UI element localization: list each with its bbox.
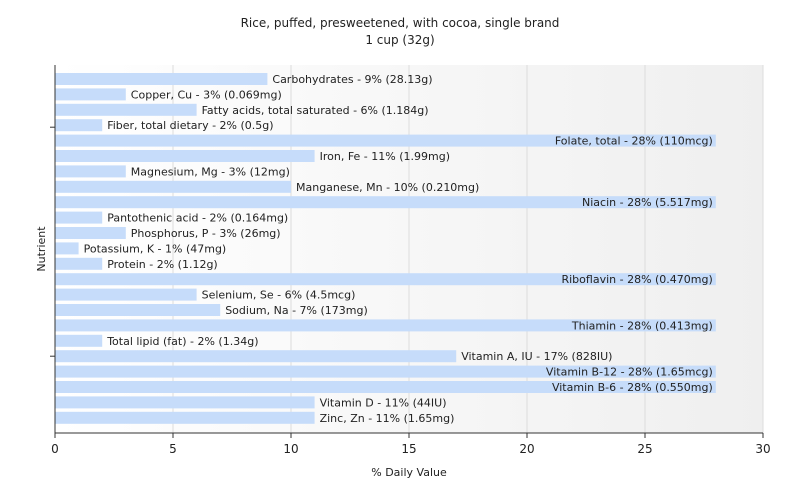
bar (55, 165, 126, 178)
bar (55, 365, 716, 378)
bar-label: Riboflavin - 28% (0.470mg) (561, 273, 712, 286)
bar-label: Potassium, K - 1% (47mg) (84, 242, 227, 255)
chart-title: Rice, puffed, presweetened, with cocoa, … (241, 16, 560, 30)
bar-label: Pantothenic acid - 2% (0.164mg) (107, 212, 288, 225)
bar (55, 119, 103, 132)
bar (55, 257, 103, 270)
bar-label: Zinc, Zn - 11% (1.65mg) (320, 412, 455, 425)
bar-label: Iron, Fe - 11% (1.99mg) (320, 150, 450, 163)
bar (55, 88, 126, 101)
bar (55, 73, 268, 85)
bar (55, 411, 315, 424)
bar-label: Protein - 2% (1.12g) (107, 258, 218, 271)
bar-label: Niacin - 28% (5.517mg) (582, 196, 713, 209)
bar (55, 242, 79, 255)
bar-label: Manganese, Mn - 10% (0.210mg) (296, 181, 479, 194)
bar (55, 103, 197, 116)
x-tick-label: 5 (169, 442, 177, 456)
bar (55, 334, 103, 347)
bar (55, 273, 716, 286)
bar (55, 304, 221, 316)
bars: Carbohydrates - 9% (28.13g) Copper, Cu - … (55, 73, 716, 425)
bar (55, 150, 315, 162)
bar-label: Fatty acids, total saturated - 6% (1.184… (202, 104, 429, 117)
bar (55, 288, 197, 301)
x-tick-label: 0 (51, 442, 59, 456)
x-tick-label: 30 (755, 442, 770, 456)
bar (55, 180, 291, 193)
x-tick-label: 10 (283, 442, 298, 456)
bar-label: Thiamin - 28% (0.413mg) (571, 319, 713, 332)
bar-label: Sodium, Na - 7% (173mg) (225, 304, 368, 317)
bar-label: Vitamin A, IU - 17% (828IU) (461, 350, 612, 363)
bar-label: Folate, total - 28% (110mcg) (555, 135, 713, 148)
bar (55, 196, 716, 209)
bar-label: Vitamin D - 11% (44IU) (320, 396, 447, 409)
bar-label: Carbohydrates - 9% (28.13g) (272, 73, 432, 86)
bar-label: Vitamin B-12 - 28% (1.65mcg) (546, 366, 713, 379)
x-tick-label: 15 (401, 442, 416, 456)
bar (55, 134, 716, 147)
bar (55, 227, 126, 239)
bar-label: Phosphorus, P - 3% (26mg) (131, 227, 281, 240)
bar (55, 319, 716, 332)
bar (55, 211, 103, 224)
bar-label: Total lipid (fat) - 2% (1.34g) (106, 335, 258, 348)
bar (55, 350, 457, 363)
bar-label: Vitamin B-6 - 28% (0.550mg) (552, 381, 713, 394)
bar (55, 396, 315, 409)
bar-label: Magnesium, Mg - 3% (12mg) (131, 165, 290, 178)
x-axis-title: % Daily Value (371, 466, 447, 479)
bar (55, 381, 716, 393)
bar-label: Fiber, total dietary - 2% (0.5g) (107, 119, 273, 132)
x-tick-label: 20 (519, 442, 534, 456)
bar-label: Selenium, Se - 6% (4.5mcg) (202, 289, 356, 302)
bar-label: Copper, Cu - 3% (0.069mg) (131, 88, 282, 101)
x-tick-label: 25 (637, 442, 652, 456)
axes: 0 5 10 15 20 25 30 (50, 65, 771, 456)
gridlines (172, 65, 764, 433)
y-axis-title: Nutrient (35, 226, 48, 272)
chart-subtitle: 1 cup (32g) (365, 33, 434, 47)
